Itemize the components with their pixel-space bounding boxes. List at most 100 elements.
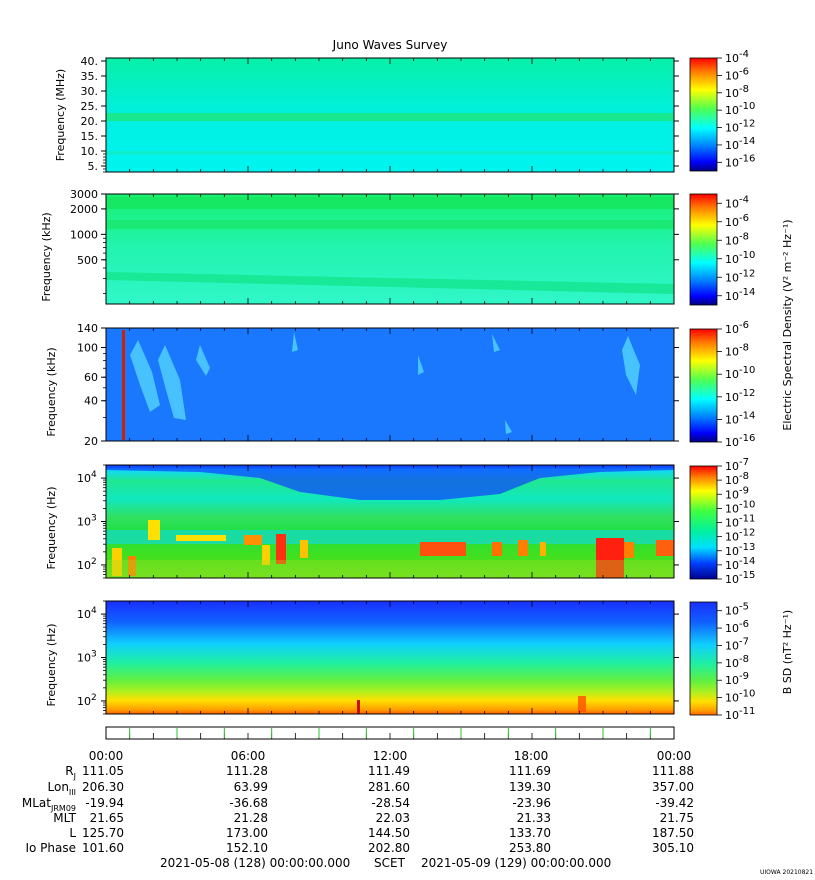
x-tick-label: 12:00 bbox=[373, 749, 408, 763]
panel-1-band-21mhz bbox=[106, 113, 674, 121]
y-tick-label: 20 bbox=[84, 435, 98, 448]
ephemeris-value: 133.70 bbox=[509, 826, 551, 840]
colorbar-tick-label: 10-7 bbox=[725, 636, 749, 652]
colorbar-tick-label: 10-11 bbox=[725, 706, 755, 722]
magnetic-colorbar-label: B SD (nT² Hz⁻¹) bbox=[781, 610, 794, 694]
y-tick-label: 100 bbox=[77, 342, 98, 355]
ephemeris-value: 21.33 bbox=[517, 811, 551, 825]
colorbar-tick-label: 10-8 bbox=[725, 343, 749, 359]
y-tick-label: 2000 bbox=[70, 203, 98, 216]
panel-5-floor-spike bbox=[357, 700, 360, 714]
ephemeris-value: 21.28 bbox=[234, 811, 268, 825]
colorbar-tick-label: 10-7 bbox=[725, 457, 749, 473]
ephemeris-value: 101.60 bbox=[82, 841, 124, 855]
y-tick-label: 30. bbox=[81, 85, 99, 98]
panel-1-y-ticks: 40. 35. 30. 25. 20. 15. 10. 5. bbox=[81, 55, 679, 173]
colorbar-tick-label: 10-14 bbox=[725, 556, 755, 572]
panel-4: 104 103 102 Frequency (Hz) bbox=[45, 464, 718, 580]
panel-5-floor-hot bbox=[578, 696, 586, 712]
y-tick-label: 102 bbox=[77, 557, 97, 572]
colorbar-tick-label: 10-12 bbox=[725, 268, 755, 284]
ephemeris-value: 139.30 bbox=[509, 780, 551, 794]
panel-1: 40. 35. 30. 25. 20. 15. 10. 5. Frequency (MHz) bbox=[54, 55, 718, 173]
ephemeris-value: 21.65 bbox=[90, 811, 124, 825]
colorbar-tick-label: 10-10 bbox=[725, 689, 755, 705]
colorbar-tick-label: 10-15 bbox=[725, 570, 755, 586]
colorbar-tick-label: 10-4 bbox=[725, 194, 749, 210]
ephemeris-value: 357.00 bbox=[652, 780, 694, 794]
colorbar-tick-label: 10-11 bbox=[725, 514, 755, 530]
ephemeris-row-label: MLT bbox=[53, 811, 76, 825]
y-tick-label: 20. bbox=[81, 115, 99, 128]
panel-4-ylabel: Frequency (Hz) bbox=[45, 487, 58, 570]
panel-3-background bbox=[106, 328, 674, 441]
panel-2-ylabel: Frequency (kHz) bbox=[40, 212, 53, 301]
electric-colorbar-label: Electric Spectral Density (V² m⁻² Hz⁻¹) bbox=[781, 219, 794, 430]
ephemeris-value: 111.49 bbox=[368, 764, 410, 778]
panel-3-y-ticks: 140 100 60 40 20 bbox=[77, 322, 679, 448]
colorbar-tick-labels: 10-410-610-810-1010-1210-1410-1610-410-6… bbox=[717, 49, 755, 722]
panel-2-band-300khz bbox=[106, 272, 674, 294]
colorbar-tick-label: 10-10 bbox=[725, 101, 755, 117]
ephemeris-value: -39.42 bbox=[655, 796, 694, 810]
x-tick-label: 06:00 bbox=[231, 749, 266, 763]
credit: UIOWA 20210821 bbox=[760, 869, 813, 876]
colorbar-tick-label: 10-16 bbox=[725, 153, 755, 169]
colorbar-tick-label: 10-6 bbox=[725, 66, 749, 82]
x-tick-label: 00:00 bbox=[89, 749, 124, 763]
ephemeris-value: 111.05 bbox=[82, 764, 124, 778]
panel-1-ylabel: Frequency (MHz) bbox=[54, 69, 67, 161]
ephemeris-value: 111.69 bbox=[509, 764, 551, 778]
ephemeris-value: 144.50 bbox=[368, 826, 410, 840]
ephemeris-table: 00:00 06:00 12:00 18:00 00:00 RJ 111.05 111.28 1… bbox=[22, 749, 694, 855]
panel-1-colorbar bbox=[689, 57, 718, 172]
ephemeris-row-label: Io Phase bbox=[25, 841, 76, 855]
panel-5-ylabel: Frequency (Hz) bbox=[45, 624, 58, 707]
colorbar-tick-label: 10-10 bbox=[725, 499, 755, 515]
y-tick-label: 1000 bbox=[70, 228, 98, 241]
colorbar-tick-label: 10-8 bbox=[725, 471, 749, 487]
ephemeris-value: 173.00 bbox=[226, 826, 268, 840]
colorbar-tick-label: 10-8 bbox=[725, 654, 749, 670]
ephemeris-row-label: MLatJRM09 bbox=[22, 796, 76, 813]
ephemeris-value: 21.75 bbox=[660, 811, 694, 825]
ephemeris-value: -36.68 bbox=[229, 796, 268, 810]
colorbar-tick-label: 10-10 bbox=[725, 365, 755, 381]
panel-3-streaks bbox=[130, 332, 640, 434]
ephemeris-value: 152.10 bbox=[226, 841, 268, 855]
panel-x-ticks bbox=[105, 58, 675, 714]
ephemeris-value: -28.54 bbox=[371, 796, 410, 810]
panel-1-band-9mhz bbox=[106, 151, 674, 155]
scet-label: SCET bbox=[374, 856, 406, 870]
scet-end: 2021-05-09 (129) 00:00:00.000 bbox=[421, 856, 611, 870]
panel-2-band-1200khz bbox=[106, 220, 674, 229]
colorbar-tick-label: 10-12 bbox=[725, 119, 755, 135]
panel-4-top-envelope bbox=[106, 466, 674, 500]
y-tick-label: 40 bbox=[84, 395, 98, 408]
x-tick-label: 00:00 bbox=[657, 749, 692, 763]
colorbar-tick-label: 10-10 bbox=[725, 250, 755, 266]
panel-3-ylabel: Frequency (kHz) bbox=[45, 347, 58, 436]
y-tick-label: 35. bbox=[81, 70, 99, 83]
colorbar-tick-label: 10-13 bbox=[725, 542, 755, 558]
y-tick-label: 10. bbox=[81, 145, 99, 158]
colorbar-tick-label: 10-14 bbox=[725, 287, 755, 303]
ephemeris-value: 111.88 bbox=[652, 764, 694, 778]
panel-2-colorbar bbox=[689, 193, 718, 306]
panel-4-y-ticks: 104 103 102 bbox=[77, 464, 679, 579]
colorbar-tick-label: 10-12 bbox=[725, 388, 755, 404]
colorbar-tick-label: 10-9 bbox=[725, 671, 749, 687]
ephemeris-value: 253.80 bbox=[509, 841, 551, 855]
y-tick-label: 15. bbox=[81, 130, 99, 143]
panel-3: 140 100 60 40 20 Frequency (kHz) bbox=[45, 322, 718, 448]
y-tick-label: 5. bbox=[88, 160, 99, 173]
colorbar-tick-label: 10-8 bbox=[725, 231, 749, 247]
y-tick-label: 103 bbox=[77, 514, 97, 529]
y-tick-label: 104 bbox=[77, 470, 97, 485]
ephemeris-value: 63.99 bbox=[234, 780, 268, 794]
y-tick-label: 60 bbox=[84, 371, 98, 384]
ephemeris-row-label: L bbox=[69, 826, 76, 840]
panel-5: 104 103 102 Frequency (Hz) B SD (nT² Hz⁻¹) bbox=[45, 600, 794, 716]
y-tick-label: 103 bbox=[77, 650, 97, 665]
